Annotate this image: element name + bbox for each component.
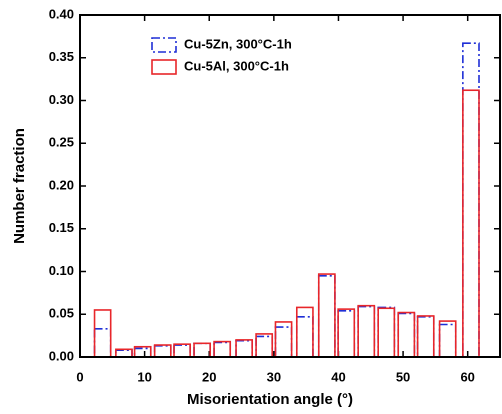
y-tick-label: 0.05 bbox=[49, 306, 74, 321]
bar bbox=[255, 333, 274, 358]
bar bbox=[213, 340, 232, 358]
legend-label: Cu-5Zn, 300°C-1h bbox=[184, 36, 292, 51]
y-tick-label: 0.10 bbox=[49, 263, 74, 278]
bar bbox=[337, 310, 356, 358]
bar bbox=[317, 273, 336, 358]
x-axis-label: Misorientation angle (°) bbox=[187, 391, 353, 408]
bar bbox=[93, 327, 112, 358]
bar bbox=[153, 344, 172, 358]
y-tick-label: 0.20 bbox=[49, 177, 74, 192]
bar bbox=[173, 344, 191, 358]
bar bbox=[397, 312, 416, 358]
legend-label: Cu-5Al, 300°C-1h bbox=[184, 58, 289, 73]
bar bbox=[255, 335, 274, 358]
bar bbox=[295, 316, 314, 358]
bar bbox=[93, 309, 112, 358]
bar bbox=[416, 316, 435, 358]
y-tick-label: 0.30 bbox=[49, 92, 74, 107]
x-tick-label: 60 bbox=[460, 369, 474, 384]
bar bbox=[317, 274, 336, 358]
y-tick-label: 0.35 bbox=[49, 49, 74, 64]
bar bbox=[193, 342, 212, 358]
x-tick-label: 20 bbox=[202, 369, 216, 384]
bar bbox=[397, 311, 416, 358]
bar bbox=[274, 326, 293, 358]
bar bbox=[295, 306, 314, 358]
bar bbox=[213, 341, 232, 358]
x-tick-label: 50 bbox=[396, 369, 410, 384]
bar bbox=[193, 342, 212, 358]
x-tick-label: 10 bbox=[137, 369, 151, 384]
bar bbox=[133, 347, 152, 358]
legend-swatch bbox=[151, 59, 177, 75]
y-tick-label: 0.25 bbox=[49, 135, 74, 150]
legend-swatch bbox=[151, 37, 177, 53]
y-tick-label: 0.40 bbox=[49, 6, 74, 21]
bar bbox=[235, 339, 254, 358]
plot-frame bbox=[79, 14, 501, 358]
bar bbox=[377, 307, 396, 358]
bar bbox=[438, 320, 457, 358]
bar bbox=[235, 339, 254, 358]
bar bbox=[438, 323, 457, 358]
bar bbox=[357, 304, 376, 358]
y-tick-label: 0.15 bbox=[49, 220, 74, 235]
bar bbox=[357, 305, 376, 358]
bar bbox=[115, 349, 133, 358]
x-tick-label: 30 bbox=[267, 369, 281, 384]
bar bbox=[173, 343, 191, 358]
x-tick-label: 0 bbox=[76, 369, 83, 384]
bar bbox=[377, 306, 396, 358]
bar bbox=[416, 315, 435, 358]
bar bbox=[462, 89, 480, 358]
bar bbox=[337, 308, 356, 358]
x-tick-label: 40 bbox=[331, 369, 345, 384]
y-tick-label: 0.00 bbox=[49, 348, 74, 363]
y-axis-label: Number fraction bbox=[11, 128, 28, 244]
bar bbox=[153, 345, 172, 358]
